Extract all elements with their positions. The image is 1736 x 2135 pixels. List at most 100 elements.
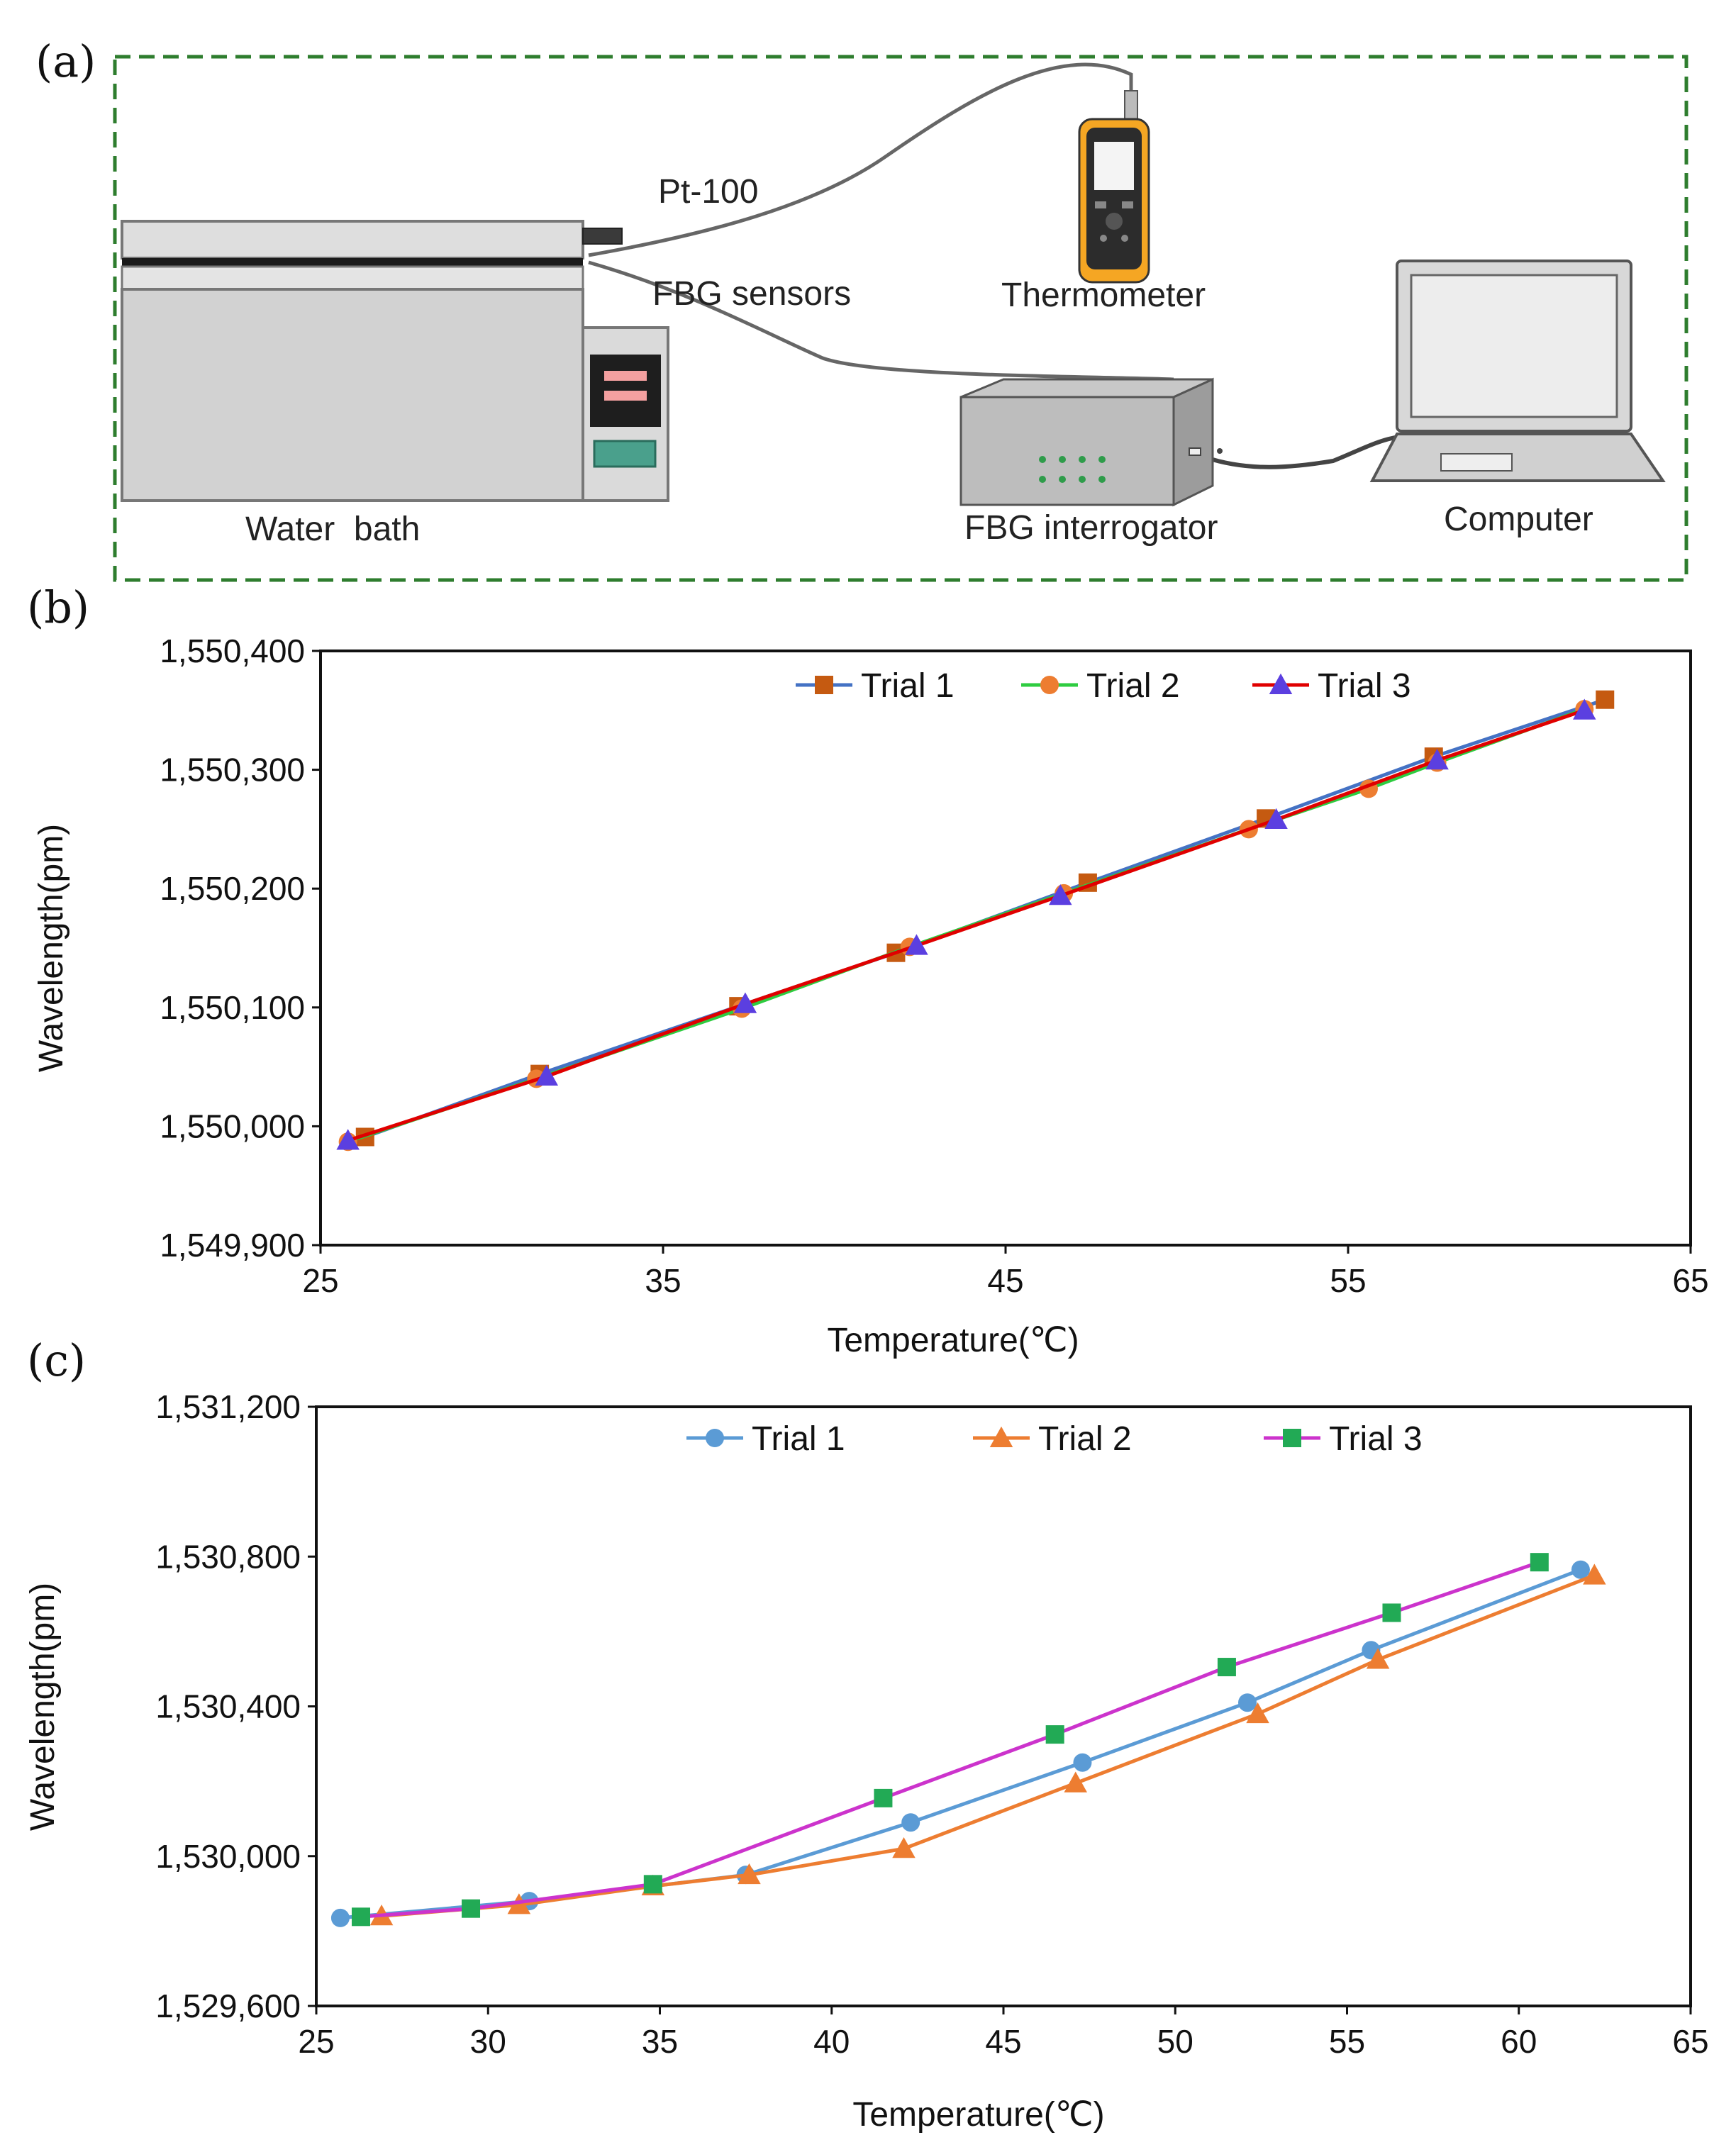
legend-b: Trial 1 Trial 2 Trial 3 xyxy=(796,667,1411,705)
dashed-frame xyxy=(113,55,1688,582)
data-point xyxy=(1571,1560,1590,1579)
data-point xyxy=(330,1908,350,1927)
series-group-c xyxy=(330,1553,1606,1927)
data-point xyxy=(1064,1771,1087,1793)
y-tick-label: 1,530,000 xyxy=(155,1838,301,1875)
data-point xyxy=(643,1875,662,1894)
panel-a-label: (a) xyxy=(35,35,96,87)
series-3 xyxy=(351,1553,1549,1927)
fbg-interrogator-device xyxy=(959,377,1223,507)
data-point xyxy=(1382,1603,1401,1622)
data-point xyxy=(1049,884,1072,905)
x-tick-label: 65 xyxy=(1672,2023,1708,2060)
series-line xyxy=(381,1573,1596,1918)
legend-swatch-marker xyxy=(815,676,833,694)
data-point xyxy=(905,934,928,955)
legend-swatch-marker xyxy=(1040,676,1059,694)
series-1 xyxy=(330,1560,1590,1927)
legend-label: Trial 2 xyxy=(1038,1420,1132,1458)
data-point xyxy=(874,1788,893,1807)
y-tick-label: 1,549,900 xyxy=(160,1227,305,1264)
data-point xyxy=(336,1129,360,1150)
series-2 xyxy=(369,1563,1606,1926)
data-point xyxy=(1366,1648,1390,1669)
pt100-label: Pt-100 xyxy=(658,173,758,211)
legend-c: Trial 1 Trial 2 Trial 3 xyxy=(686,1420,1423,1458)
data-point xyxy=(1246,1702,1269,1724)
panel-c-label: (c) xyxy=(27,1334,86,1386)
data-point xyxy=(901,1813,920,1832)
data-point xyxy=(1237,1693,1257,1712)
data-point xyxy=(1530,1553,1549,1572)
panel-b-chart: (b) 1,549,900 1,550,000 1,550,100 1,550,200… xyxy=(27,581,1709,1359)
y-tick-label: 1,530,400 xyxy=(155,1688,301,1725)
legend-label: Trial 1 xyxy=(752,1420,845,1458)
x-tick-label: 35 xyxy=(645,1262,681,1299)
data-point xyxy=(892,1836,916,1858)
x-tick-label: 45 xyxy=(985,2023,1021,2060)
y-tick-label: 1,550,100 xyxy=(160,989,305,1026)
data-point xyxy=(738,1863,761,1885)
data-point xyxy=(1264,808,1288,829)
panel-b-label: (b) xyxy=(27,581,89,633)
legend-label: Trial 2 xyxy=(1086,667,1180,705)
x-tick-label: 65 xyxy=(1672,1262,1708,1299)
fbg-interrogator-label: FBG interrogator xyxy=(964,509,1218,547)
water-bath-label: Water bath xyxy=(245,511,420,548)
computer-laptop xyxy=(1369,260,1666,482)
y-tick-label: 1,531,200 xyxy=(155,1388,301,1425)
data-point xyxy=(351,1907,370,1927)
fbg-sensors-label: FBG sensors xyxy=(652,275,851,313)
data-point xyxy=(462,1899,481,1918)
data-point xyxy=(1573,698,1596,720)
y-axis-title-b: Wavelength(pm) xyxy=(33,824,70,1072)
y-tick-label: 1,550,200 xyxy=(160,870,305,907)
series-line xyxy=(360,1560,1540,1919)
legend-label: Trial 3 xyxy=(1329,1420,1423,1458)
data-point xyxy=(1425,748,1449,770)
data-point xyxy=(1073,1753,1092,1772)
data-point xyxy=(1583,1563,1606,1585)
x-axis-ticks-c: 25 30 35 40 45 50 55 60 65 xyxy=(298,2006,1709,2060)
thermometer-device xyxy=(1078,90,1150,284)
x-tick-label: 30 xyxy=(470,2023,506,2060)
legend-swatch-marker xyxy=(1269,673,1293,694)
fbg-sensor-cable xyxy=(588,260,1174,381)
panel-a-diagram: (a) xyxy=(35,35,1688,582)
y-tick-label: 1,550,400 xyxy=(160,632,305,669)
y-axis-title-c: Wavelength(pm) xyxy=(24,1583,62,1831)
legend-label: Trial 1 xyxy=(861,667,955,705)
x-tick-label: 25 xyxy=(298,2023,334,2060)
legend-label: Trial 3 xyxy=(1318,667,1411,705)
legend-swatch-marker xyxy=(989,1426,1013,1447)
data-point xyxy=(1596,690,1615,709)
x-tick-label: 55 xyxy=(1330,1262,1366,1299)
x-axis-title-c: Temperature(℃) xyxy=(852,2096,1104,2134)
x-axis-title-b: Temperature(℃) xyxy=(827,1322,1079,1359)
x-axis-ticks-b: 25 35 45 55 65 xyxy=(302,1245,1709,1299)
data-point xyxy=(733,992,757,1013)
pt100-cable xyxy=(588,62,1133,257)
y-tick-label: 1,530,800 xyxy=(155,1538,301,1575)
x-tick-label: 35 xyxy=(642,2023,678,2060)
y-axis-ticks-b: 1,549,900 1,550,000 1,550,100 1,550,200 1,55… xyxy=(160,632,321,1264)
x-tick-label: 40 xyxy=(813,2023,850,2060)
y-tick-label: 1,550,300 xyxy=(160,752,305,788)
x-tick-label: 45 xyxy=(987,1262,1023,1299)
x-tick-label: 25 xyxy=(302,1262,338,1299)
legend-swatch-marker xyxy=(1283,1429,1301,1447)
series-3 xyxy=(336,698,1596,1150)
plot-area-c xyxy=(315,1405,1692,2007)
x-tick-label: 50 xyxy=(1157,2023,1194,2060)
series-line xyxy=(347,708,1586,1142)
thermometer-label: Thermometer xyxy=(1001,277,1206,314)
data-point xyxy=(1045,1725,1064,1744)
y-tick-label: 1,529,600 xyxy=(155,1988,301,2024)
x-tick-label: 55 xyxy=(1329,2023,1365,2060)
panel-c-chart: (c) 1,529,600 1,530,000 1,530,400 1,530,800… xyxy=(24,1334,1709,2134)
data-point xyxy=(1217,1658,1236,1677)
water-bath xyxy=(121,220,669,502)
series-group-b xyxy=(336,690,1615,1152)
x-tick-label: 60 xyxy=(1501,2023,1537,2060)
